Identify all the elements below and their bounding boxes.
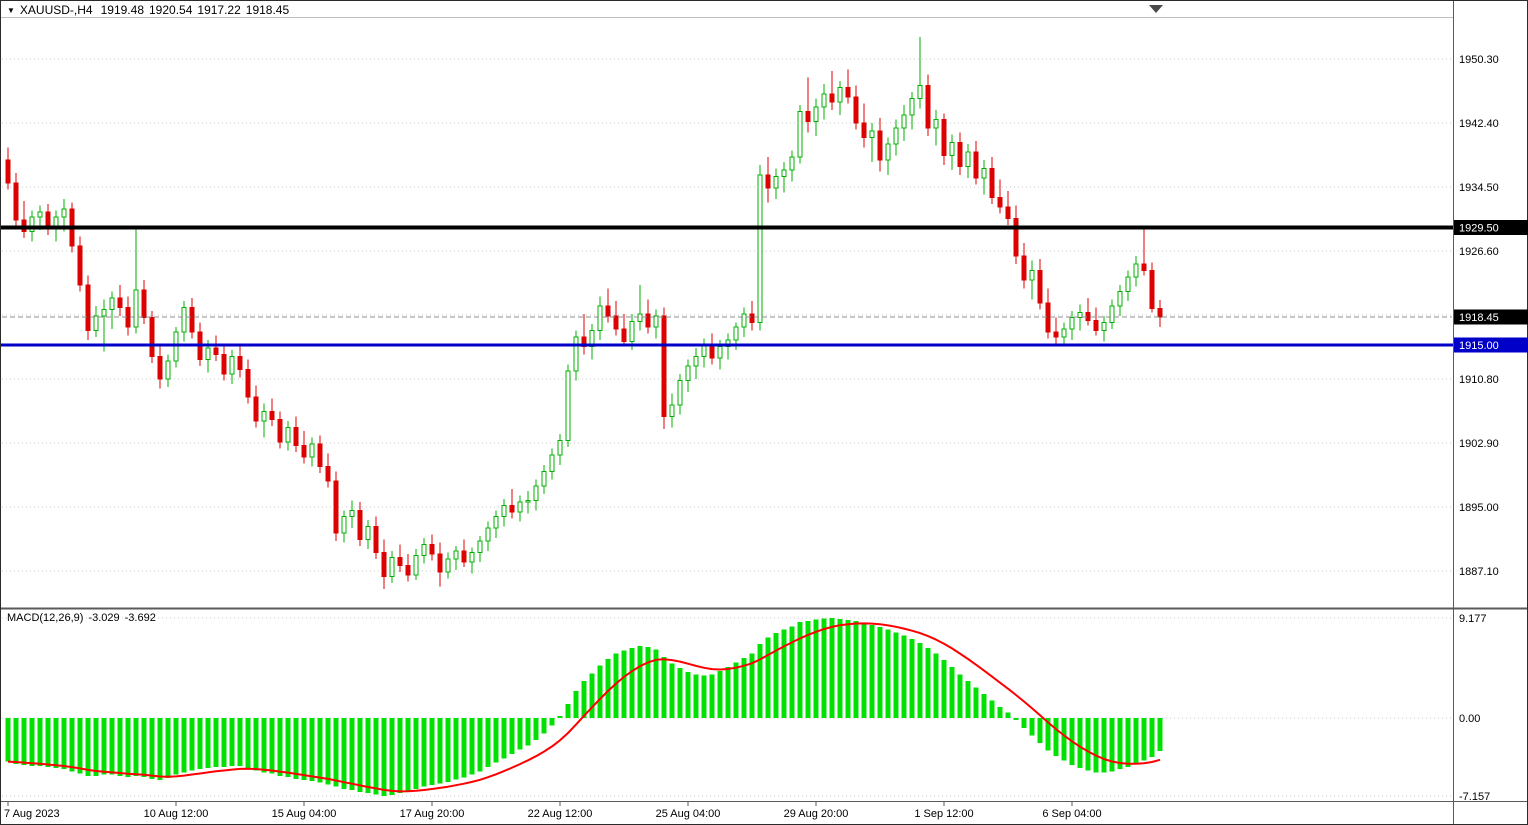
svg-text:7 Aug 2023: 7 Aug 2023	[4, 808, 60, 820]
svg-text:1887.10: 1887.10	[1459, 566, 1499, 578]
svg-text:17 Aug 20:00: 17 Aug 20:00	[400, 808, 465, 820]
svg-text:0.00: 0.00	[1459, 713, 1480, 725]
svg-text:-7.157: -7.157	[1459, 791, 1490, 803]
svg-text:10 Aug 12:00: 10 Aug 12:00	[144, 808, 209, 820]
macd-indicator-readout: MACD(12,26,9) -3.029 -3.692	[7, 612, 161, 624]
current-price-line-tag	[1454, 309, 1528, 325]
macd-signal-value: -3.692	[124, 612, 156, 624]
macd-main-value: -3.029	[88, 612, 120, 624]
ohlc-close-value: 1918.45	[245, 3, 290, 17]
ohlc-low-value: 1917.22	[197, 3, 241, 17]
svg-text:1942.40: 1942.40	[1459, 118, 1499, 130]
svg-text:1895.00: 1895.00	[1459, 502, 1499, 514]
symbol-timeframe-label: XAUUSD-,H4	[19, 3, 93, 17]
resistance-level-line-tag	[1454, 219, 1528, 235]
macd-label: MACD(12,26,9)	[7, 612, 84, 624]
svg-text:6 Sep 04:00: 6 Sep 04:00	[1042, 808, 1101, 820]
svg-text:9.177: 9.177	[1459, 613, 1487, 625]
svg-text:1915.00: 1915.00	[1459, 340, 1499, 352]
support-level-line-tag	[1454, 337, 1528, 353]
svg-text:1918.45: 1918.45	[1459, 312, 1499, 324]
symbol-readout: ▼ XAUUSD-,H4 1919.48 1920.54 1917.22 1918.45	[7, 3, 294, 17]
svg-text:1902.90: 1902.90	[1459, 438, 1499, 450]
price-axis[interactable]: 1950.30 1942.40 1934.50 1926.60 1910.80 1902.…	[1454, 54, 1528, 803]
candlestick-series	[5, 37, 1163, 589]
macd-histogram	[5, 617, 1163, 797]
svg-text:29 Aug 20:00: 29 Aug 20:00	[784, 808, 849, 820]
svg-text:1910.80: 1910.80	[1459, 374, 1499, 386]
svg-text:1 Sep 12:00: 1 Sep 12:00	[914, 808, 973, 820]
svg-text:1934.50: 1934.50	[1459, 182, 1499, 194]
svg-text:1950.30: 1950.30	[1459, 54, 1499, 66]
svg-text:25 Aug 04:00: 25 Aug 04:00	[656, 808, 721, 820]
symbol-dropdown-icon[interactable]: ▼	[7, 6, 15, 15]
macd-signal-line	[7, 622, 1161, 793]
svg-text:15 Aug 04:00: 15 Aug 04:00	[272, 808, 337, 820]
ohlc-high-value: 1920.54	[149, 3, 193, 17]
svg-text:22 Aug 12:00: 22 Aug 12:00	[528, 808, 593, 820]
svg-text:1929.50: 1929.50	[1459, 222, 1499, 234]
svg-text:1926.60: 1926.60	[1459, 246, 1499, 258]
grid-lines	[2, 58, 1452, 797]
ohlc-open-value: 1919.48	[100, 3, 144, 17]
chart-shift-marker-icon[interactable]	[1149, 5, 1163, 13]
time-axis[interactable]: 7 Aug 2023 10 Aug 12:00 15 Aug 04:00 17 Aug…	[4, 802, 1102, 820]
